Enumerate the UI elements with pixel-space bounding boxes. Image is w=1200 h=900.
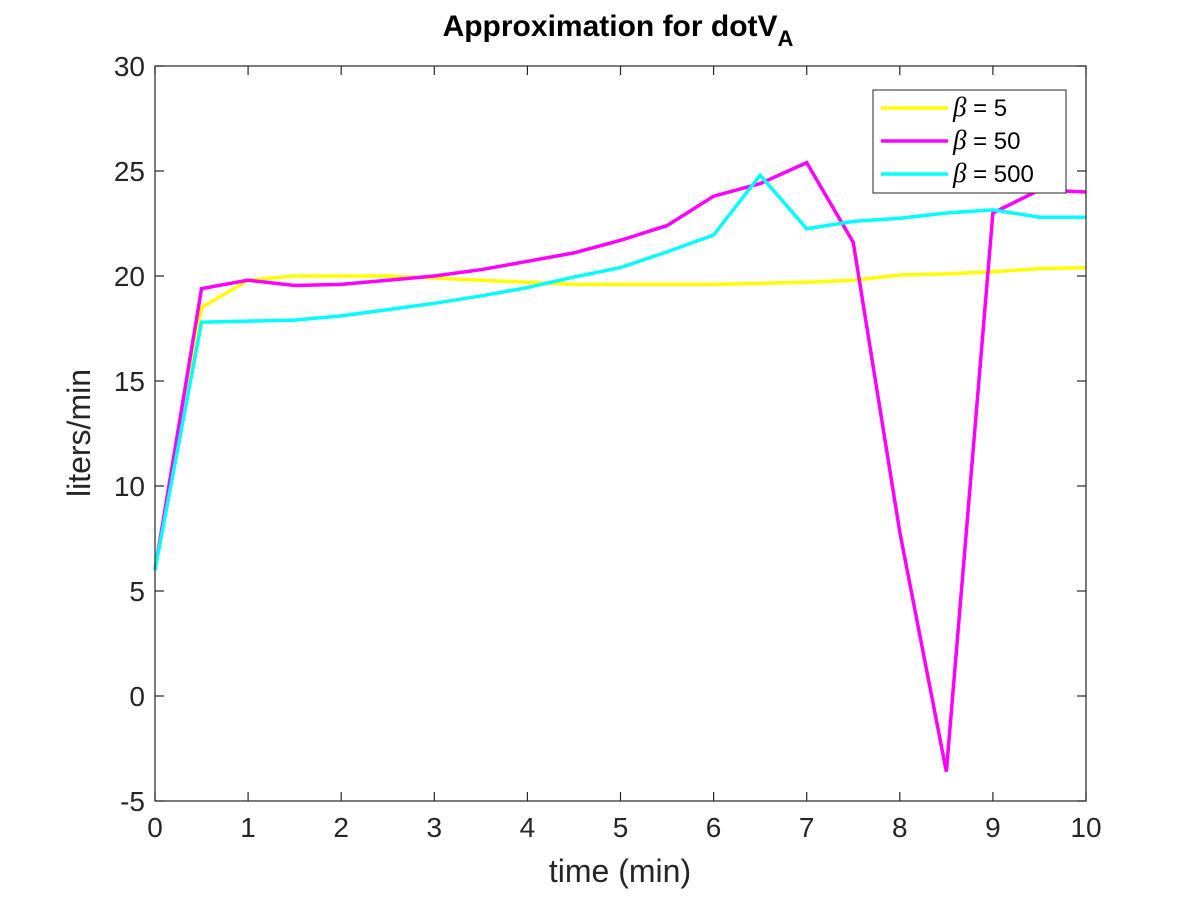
y-tick-label: 20 — [114, 261, 145, 292]
legend-entry-1: β = 5 — [952, 92, 1007, 122]
x-tick-label: 10 — [1070, 812, 1101, 843]
legend: β = 5β = 50β = 500 — [872, 89, 1067, 194]
chart-title-subscript: A — [778, 26, 794, 51]
legend-entry-value: = 50 — [966, 128, 1020, 155]
x-tick-label: 2 — [333, 812, 349, 843]
x-tick-label: 9 — [985, 812, 1001, 843]
x-tick-label: 6 — [706, 812, 722, 843]
x-tick-label: 7 — [799, 812, 815, 843]
x-tick-label: 3 — [427, 812, 443, 843]
series-line-1 — [153, 265, 1087, 571]
y-tick-label: 15 — [114, 366, 145, 397]
x-tick-label: 8 — [892, 812, 908, 843]
chart-title: Approximation for dotVA — [443, 10, 794, 51]
series-layer — [153, 160, 1087, 772]
y-tick-label: 25 — [114, 156, 145, 187]
y-tick-label: 30 — [114, 51, 145, 82]
series-line-3 — [153, 172, 1086, 571]
y-tick-label: 10 — [114, 471, 145, 502]
legend-beta-symbol: β — [952, 92, 967, 122]
series-line-2 — [153, 160, 1087, 772]
y-tick-label: 0 — [129, 681, 145, 712]
y-tick-label: -5 — [120, 786, 145, 817]
y-tick-label: 5 — [129, 576, 145, 607]
legend-entry-value: = 5 — [966, 95, 1007, 122]
legend-entry-3: β = 500 — [952, 158, 1034, 188]
x-tick-label: 1 — [240, 812, 256, 843]
chart-title-main: Approximation for dotV — [443, 10, 778, 43]
y-axis-label: liters/min — [61, 369, 97, 497]
legend-entry-2: β = 50 — [952, 125, 1021, 155]
x-tick-label: 5 — [613, 812, 629, 843]
legend-beta-symbol: β — [952, 125, 967, 155]
legend-beta-symbol: β — [952, 158, 967, 188]
legend-entry-value: = 500 — [966, 161, 1033, 188]
x-axis-label: time (min) — [549, 853, 691, 889]
x-tick-label: 0 — [147, 812, 163, 843]
x-tick-label: 4 — [520, 812, 536, 843]
